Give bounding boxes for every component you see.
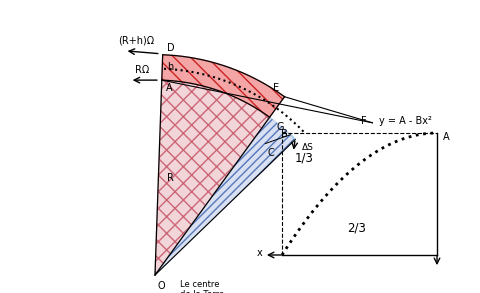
Polygon shape <box>155 80 270 275</box>
Text: A: A <box>443 132 450 142</box>
Text: (R+h)Ω: (R+h)Ω <box>118 36 154 46</box>
Text: y = A - Bx²: y = A - Bx² <box>379 116 432 126</box>
Text: O: O <box>157 281 165 291</box>
Text: RΩ: RΩ <box>135 65 150 75</box>
Text: x: x <box>257 248 263 258</box>
Text: h: h <box>167 62 173 72</box>
Text: E: E <box>274 83 279 93</box>
Text: G: G <box>277 122 285 132</box>
Text: F: F <box>361 116 366 126</box>
Polygon shape <box>162 55 285 117</box>
Text: R: R <box>167 173 174 183</box>
Text: Le centre
de la Terre: Le centre de la Terre <box>180 280 224 293</box>
Text: A: A <box>166 83 172 93</box>
Text: B: B <box>280 129 287 139</box>
Text: 1/3: 1/3 <box>294 151 313 164</box>
Text: ΔS: ΔS <box>302 142 314 151</box>
Text: C: C <box>267 148 274 158</box>
Polygon shape <box>155 117 295 275</box>
Text: D: D <box>167 43 174 53</box>
Polygon shape <box>290 135 295 139</box>
Text: 2/3: 2/3 <box>347 222 366 235</box>
